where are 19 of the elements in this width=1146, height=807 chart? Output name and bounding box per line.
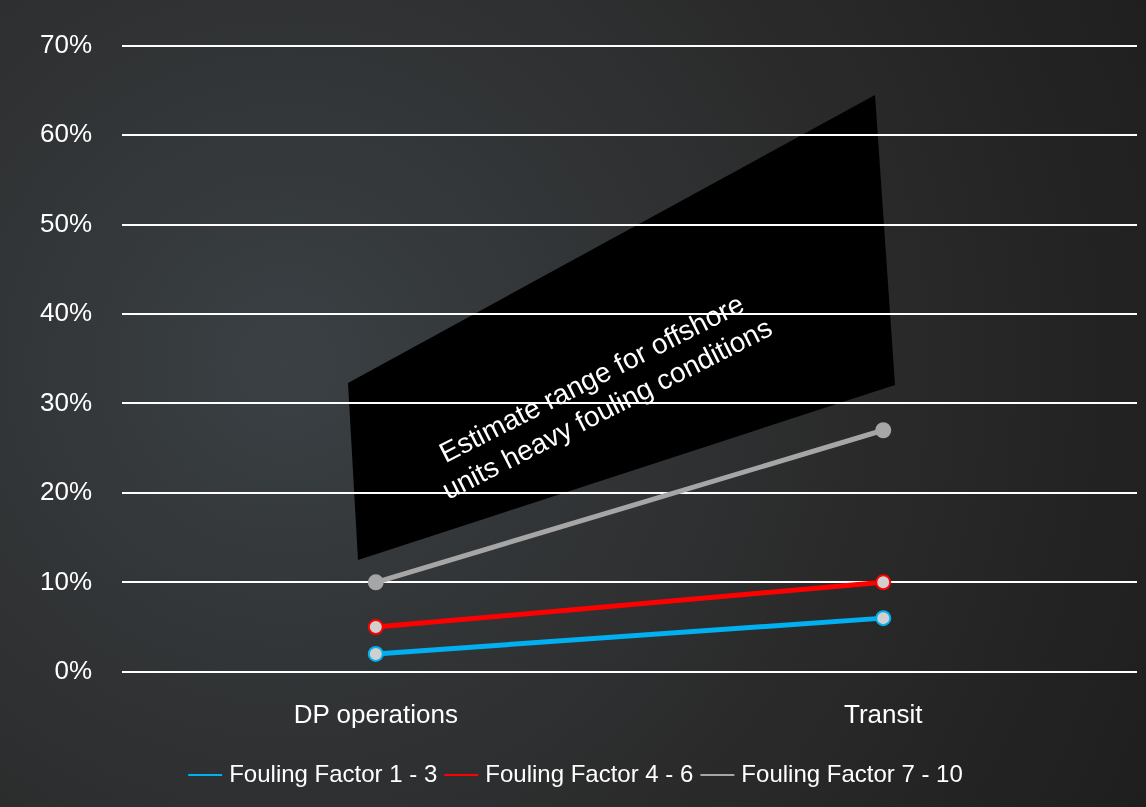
y-tick-label: 10% (39, 565, 93, 596)
point (367, 619, 384, 636)
legend-label: Fouling Factor 4 - 6 (485, 759, 694, 787)
y-tick-label: 70% (39, 28, 93, 59)
y-tick-label: 50% (39, 207, 93, 238)
point (367, 574, 384, 591)
y-tick-label: 60% (39, 118, 93, 149)
legend-label: Fouling Factor 7 - 10 (741, 759, 963, 787)
point (875, 610, 892, 627)
point (875, 574, 892, 591)
legend-label: Fouling Factor 1 - 3 (229, 759, 438, 787)
y-tick-label: 30% (39, 386, 93, 417)
y-tick-label: 40% (39, 297, 93, 328)
point (875, 422, 892, 439)
y-tick-label: 20% (39, 476, 93, 507)
y-tick-label: 0% (54, 654, 93, 685)
point (367, 645, 384, 662)
x-tick-label: DP operations (293, 698, 458, 729)
x-tick-label: Transit (844, 698, 924, 729)
